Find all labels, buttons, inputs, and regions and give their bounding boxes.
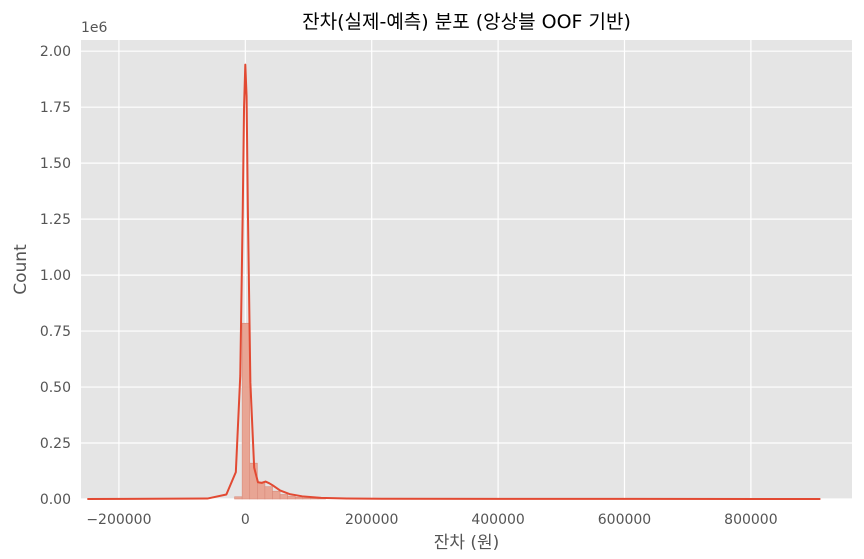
y-axis-label: Count — [11, 244, 31, 295]
y-tick-label: 0.25 — [40, 436, 71, 452]
y-tick-label: 0.75 — [40, 324, 71, 340]
histogram-bar — [241, 322, 251, 500]
histogram-bar — [257, 481, 266, 500]
y-tick-label: 0.00 — [40, 492, 71, 508]
chart-title: 잔차(실제-예측) 분포 (앙상블 OOF 기반) — [302, 11, 631, 33]
x-tick-label: 200000 — [345, 512, 398, 528]
grid-lines — [81, 40, 852, 500]
y-tick-label: 0.50 — [40, 380, 71, 396]
x-tick-label: 800000 — [724, 512, 777, 528]
y-tick-label: 1.00 — [40, 268, 71, 284]
histogram-bar — [302, 497, 311, 500]
y-tick-label: 1.25 — [40, 212, 71, 228]
y-tick-label: 2.00 — [40, 44, 71, 60]
x-tick-label: 600000 — [598, 512, 651, 528]
y-tick-label: 1.50 — [40, 156, 71, 172]
plot-area — [81, 40, 852, 499]
y-axis-ticks: 0.00 0.25 0.50 0.75 1.00 1.25 1.50 1.75 2.00 — [40, 44, 71, 508]
histogram-bar — [287, 495, 296, 500]
histogram-bar — [279, 494, 288, 500]
histogram-bars — [234, 322, 326, 500]
x-tick-label: 0 — [241, 512, 250, 528]
x-tick-label: −200000 — [86, 512, 151, 528]
x-axis-ticks: −200000 0 200000 400000 600000 800000 — [86, 512, 777, 528]
histogram-bar — [234, 496, 243, 500]
y-tick-label: 1.75 — [40, 100, 71, 116]
y-offset-text: 1e6 — [81, 20, 108, 36]
kde-curve — [87, 63, 821, 500]
x-axis-label: 잔차 (원) — [434, 533, 500, 553]
histogram-bar — [264, 486, 273, 500]
histogram-bar — [272, 490, 281, 500]
histogram-bar — [294, 496, 304, 500]
x-tick-label: 400000 — [471, 512, 524, 528]
